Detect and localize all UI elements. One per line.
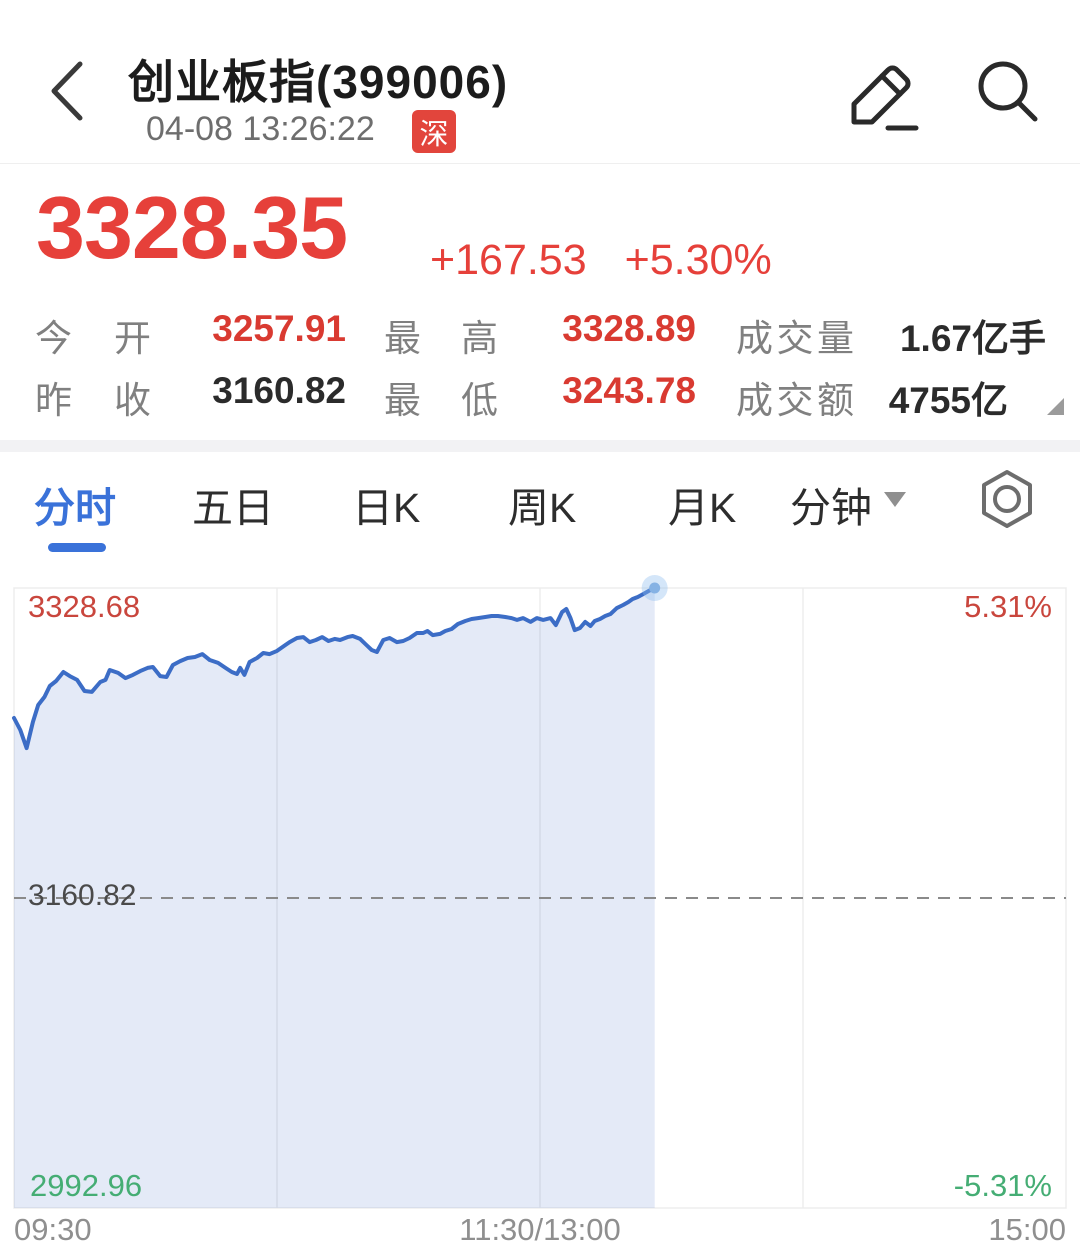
last-point-marker [649,582,661,594]
tab-minutes-dropdown[interactable]: 分钟 [790,485,872,531]
price-change-row: +167.53 +5.30% [430,236,810,285]
stat-value-turnover: 4755亿 [888,380,1008,421]
chart-high-pct-label: 5.31% [964,589,1052,624]
tab-monthly-k[interactable]: 月K [668,485,737,531]
stat-label-low: 最低 [384,380,498,421]
stat-label-turnover: 成交额 [736,380,854,421]
page-title: 创业板指(399006) [128,56,509,108]
stat-value-volume: 1.67亿手 [899,318,1046,359]
chart-baseline-label: 3160.82 [28,879,137,912]
chart-settings-button[interactable] [978,468,1036,532]
price-change-pct: +5.30% [624,236,772,284]
x-axis-label-midday: 11:30/13:00 [459,1212,621,1247]
tab-five-day[interactable]: 五日 [192,485,274,531]
chevron-down-icon[interactable] [884,492,906,507]
price-change: +167.53 [430,236,587,284]
stat-value-prev-close: 3160.82 [212,370,346,411]
x-axis-label-open: 09:30 [14,1212,92,1247]
stat-value-open: 3257.91 [212,308,346,349]
quote-timestamp: 04-08 13:26:22 [146,110,375,148]
x-axis-label-close: 15:00 [988,1212,1066,1247]
hexagon-nut-icon [982,470,1032,528]
back-button[interactable] [44,58,90,124]
stat-label-open: 今开 [35,318,151,359]
section-divider [0,440,1080,452]
chart-high-label: 3328.68 [28,589,141,624]
search-icon [978,61,1038,122]
exchange-badge: 深 [412,110,456,153]
chart-low-pct-label: -5.31% [953,1168,1052,1203]
stat-value-high: 3328.89 [562,308,696,349]
price-line [12,586,657,751]
stat-label-prev-close: 昨收 [35,380,151,421]
stat-label-high: 最高 [384,318,498,359]
tab-daily-k[interactable]: 日K [352,485,421,531]
expand-stats-triangle-icon[interactable] [1047,398,1064,415]
tab-weekly-k[interactable]: 周K [508,485,577,531]
last-price: 3328.35 [36,178,348,277]
edit-button[interactable] [846,56,922,136]
header-divider [0,163,1080,164]
stat-label-volume: 成交量 [736,318,854,359]
stat-value-low: 3243.78 [562,370,696,411]
search-button[interactable] [973,58,1043,128]
tab-minute-line[interactable]: 分时 [34,485,116,531]
pencil-icon [851,65,919,131]
active-tab-underline [48,543,106,552]
chart-low-label: 2992.96 [30,1168,143,1203]
chevron-left-icon [51,61,83,121]
